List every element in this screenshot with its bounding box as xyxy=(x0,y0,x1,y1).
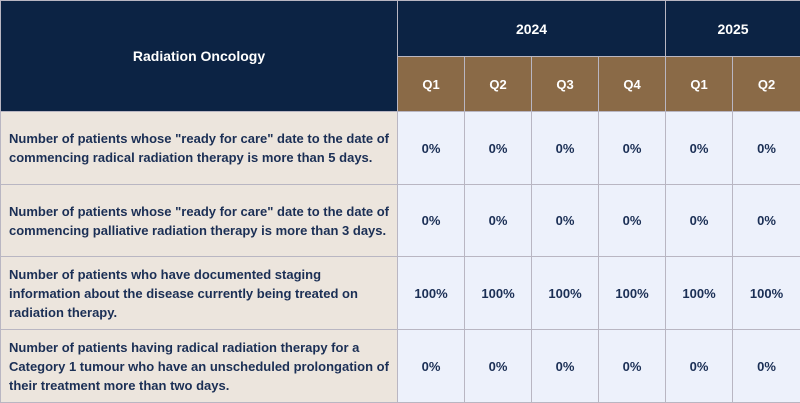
value-cell: 0% xyxy=(532,330,599,403)
table-row: Number of patients whose "ready for care… xyxy=(1,112,800,185)
quarter-header: Q4 xyxy=(599,57,666,112)
value-cell: 0% xyxy=(465,330,532,403)
value-cell: 0% xyxy=(666,112,733,185)
quarter-header: Q2 xyxy=(733,57,800,112)
quarter-header: Q2 xyxy=(465,57,532,112)
value-cell: 0% xyxy=(599,185,666,257)
value-cell: 100% xyxy=(733,257,800,330)
table-title: Radiation Oncology xyxy=(1,1,398,112)
value-cell: 0% xyxy=(733,185,800,257)
value-cell: 100% xyxy=(599,257,666,330)
value-cell: 100% xyxy=(465,257,532,330)
quarter-header: Q3 xyxy=(532,57,599,112)
value-cell: 0% xyxy=(465,112,532,185)
value-cell: 0% xyxy=(599,112,666,185)
value-cell: 100% xyxy=(398,257,465,330)
year-header-2024: 2024 xyxy=(398,1,666,57)
row-label: Number of patients whose "ready for care… xyxy=(1,185,398,257)
value-cell: 100% xyxy=(532,257,599,330)
value-cell: 0% xyxy=(666,185,733,257)
table-row: Number of patients who have documented s… xyxy=(1,257,800,330)
table-row: Number of patients whose "ready for care… xyxy=(1,185,800,257)
value-cell: 0% xyxy=(398,330,465,403)
value-cell: 0% xyxy=(599,330,666,403)
value-cell: 0% xyxy=(398,112,465,185)
value-cell: 100% xyxy=(666,257,733,330)
year-header-2025: 2025 xyxy=(666,1,800,57)
table-row: Number of patients having radical radiat… xyxy=(1,330,800,403)
value-cell: 0% xyxy=(398,185,465,257)
value-cell: 0% xyxy=(733,112,800,185)
quarter-header: Q1 xyxy=(666,57,733,112)
row-label: Number of patients having radical radiat… xyxy=(1,330,398,403)
year-header-row: Radiation Oncology 2024 2025 xyxy=(1,1,800,57)
row-label: Number of patients whose "ready for care… xyxy=(1,112,398,185)
value-cell: 0% xyxy=(532,185,599,257)
value-cell: 0% xyxy=(465,185,532,257)
value-cell: 0% xyxy=(666,330,733,403)
value-cell: 0% xyxy=(532,112,599,185)
row-label: Number of patients who have documented s… xyxy=(1,257,398,330)
quarter-header: Q1 xyxy=(398,57,465,112)
value-cell: 0% xyxy=(733,330,800,403)
